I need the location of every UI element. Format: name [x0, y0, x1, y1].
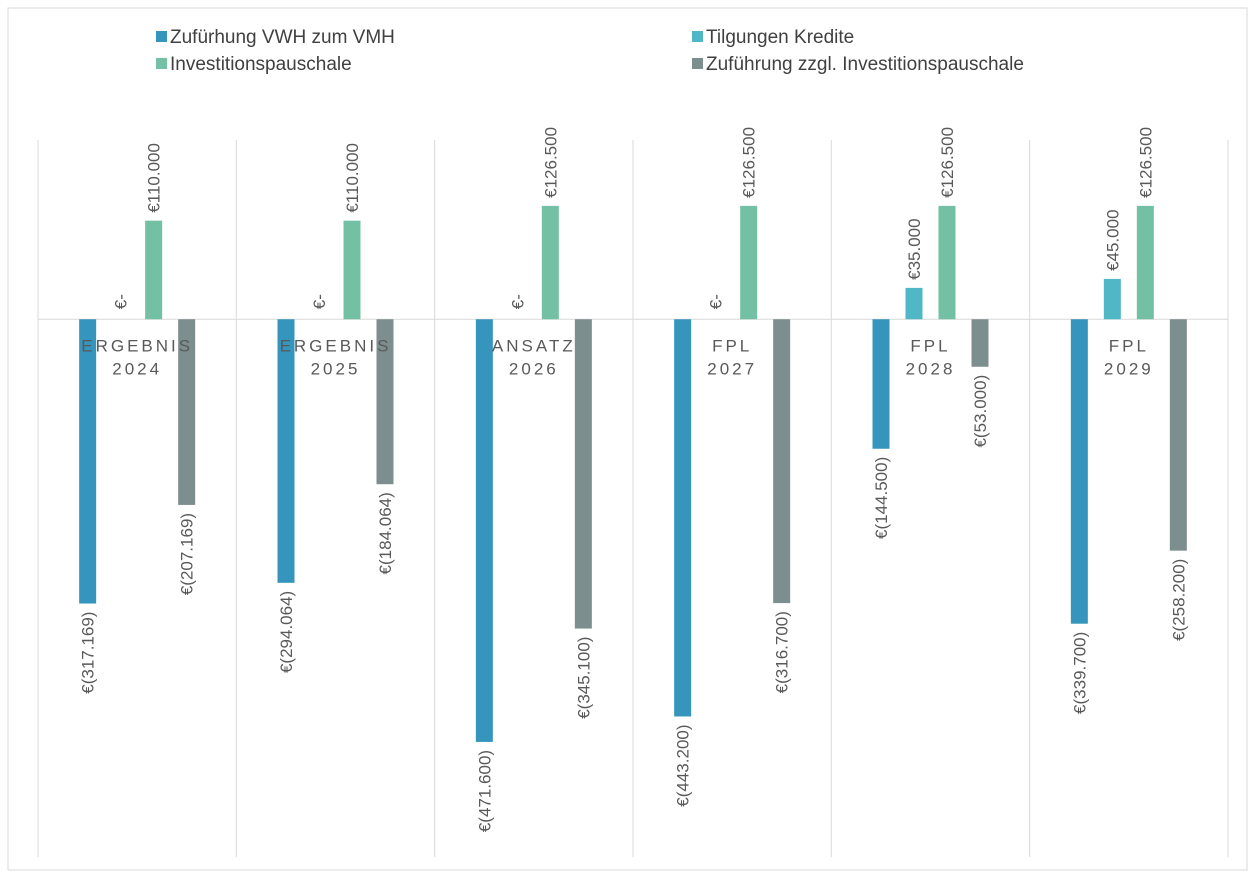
x-tick-label-line: ERGEBNIS — [81, 336, 193, 355]
data-label: €(345.100) — [574, 637, 593, 719]
bar — [773, 319, 791, 604]
bar — [1103, 278, 1121, 320]
data-label: €126.500 — [740, 127, 759, 198]
data-label: €(316.700) — [773, 611, 792, 693]
x-tick-label-line: 2027 — [707, 359, 757, 378]
legend-marker — [692, 58, 703, 69]
x-tick-label: FPL 2028 — [906, 336, 956, 378]
bar — [574, 319, 592, 629]
x-tick-label: ERGEBNIS 2025 — [280, 336, 392, 378]
bar — [1070, 319, 1088, 624]
data-label: €(144.500) — [872, 457, 891, 539]
bar — [1136, 205, 1154, 320]
data-label: €- — [310, 294, 329, 309]
legend-marker — [156, 31, 167, 42]
bar — [376, 319, 394, 485]
data-label: €126.500 — [1136, 127, 1155, 198]
bar — [475, 319, 493, 742]
x-tick-label: FPL 2029 — [1104, 336, 1154, 378]
x-tick-label: ERGEBNIS 2024 — [81, 336, 193, 378]
legend-label: Zuführung zzgl. Investitionspauschale — [706, 54, 1024, 75]
bar — [1169, 319, 1187, 551]
data-label: €- — [508, 294, 527, 309]
bar — [79, 319, 97, 604]
data-label: €45.000 — [1103, 209, 1122, 270]
data-label: €(471.600) — [475, 750, 494, 832]
x-tick-label: FPL 2027 — [707, 336, 757, 378]
x-tick-label-line: FPL — [1109, 336, 1149, 355]
x-tick-label-line: ERGEBNIS — [280, 336, 392, 355]
x-tick-label-line: 2025 — [311, 359, 361, 378]
x-tick-label-line: ANSATZ — [492, 336, 576, 355]
bar — [971, 319, 989, 367]
bar — [145, 220, 163, 320]
bar — [740, 205, 758, 320]
x-tick-label-line: 2024 — [112, 359, 162, 378]
legend-label: Tilgungen Kredite — [706, 27, 854, 48]
data-label: €35.000 — [905, 218, 924, 279]
bar — [872, 319, 890, 449]
x-tick-label: ANSATZ 2026 — [492, 336, 576, 378]
x-tick-label-line: FPL — [712, 336, 752, 355]
data-label: €- — [707, 294, 726, 309]
legend-label: Zufürhung VWH zum VMH — [170, 27, 395, 48]
data-label: €(339.700) — [1070, 632, 1089, 714]
bar — [938, 205, 956, 320]
bar — [178, 319, 196, 505]
data-label: €(207.169) — [178, 513, 197, 595]
bar — [674, 319, 692, 717]
data-label: €(184.064) — [376, 492, 395, 574]
legend-marker — [692, 31, 703, 42]
data-label: €126.500 — [938, 127, 957, 198]
bar — [541, 205, 559, 320]
data-label: €(258.200) — [1169, 559, 1188, 641]
bar — [343, 220, 361, 320]
x-tick-label-line: 2026 — [509, 359, 559, 378]
x-tick-label-line: FPL — [910, 336, 950, 355]
bar — [905, 287, 923, 320]
data-label: €126.500 — [541, 127, 560, 198]
x-tick-label-line: 2029 — [1104, 359, 1154, 378]
data-label: €110.000 — [145, 143, 164, 213]
legend-label: Investitionspauschale — [170, 54, 352, 75]
bar — [277, 319, 295, 583]
data-label: €(53.000) — [971, 375, 990, 448]
data-label: €(294.064) — [277, 591, 296, 673]
data-label: €- — [112, 294, 131, 309]
data-label: €(317.169) — [79, 612, 98, 694]
data-label: €110.000 — [343, 143, 362, 213]
legend-marker — [156, 58, 167, 69]
x-tick-label-line: 2028 — [906, 359, 956, 378]
data-label: €(443.200) — [674, 724, 693, 806]
chart-frame — [7, 7, 1248, 871]
